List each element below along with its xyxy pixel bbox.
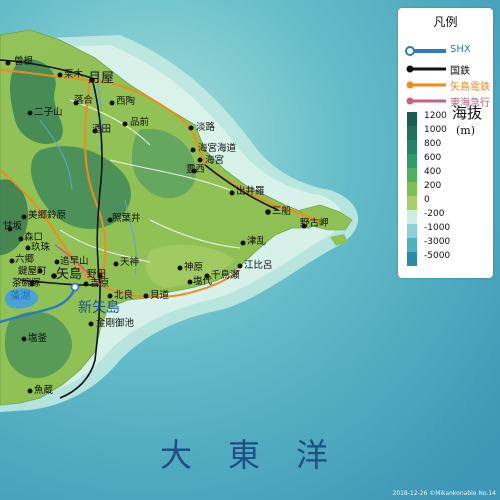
roads (59, 99, 241, 263)
legend-item-tokai: 東海急行 (404, 94, 492, 109)
elevation-unit: (m) (456, 124, 476, 137)
elevation-swatch (407, 196, 417, 210)
place-label: 野田 (87, 269, 107, 280)
place-label: 酒田 (92, 124, 112, 135)
elevation-label: -5000 (424, 251, 451, 261)
tokai-express (54, 244, 101, 286)
place-label: 江比呂 (244, 260, 273, 271)
highland-central (30, 146, 131, 229)
tokai-line-swatch (406, 97, 446, 105)
lake-label: 藻湖 (10, 291, 30, 302)
place-label: 金剛御池 (96, 318, 135, 329)
elevation-label: 400 (424, 167, 442, 177)
place-label: 玖珠 (31, 242, 51, 253)
legend-label: 矢島電鉄 (450, 82, 490, 93)
place-label: 北良 (114, 290, 134, 301)
place-label: 野古岬 (300, 218, 329, 229)
lowland-plain (145, 244, 235, 288)
lake (4, 288, 39, 309)
elevation-label: 600 (424, 153, 442, 163)
elevation-swatch (407, 112, 417, 126)
elevation-label: 200 (424, 181, 442, 191)
highland-west (0, 179, 29, 255)
shx-line (0, 287, 77, 324)
place-label: 茶碗塚 (12, 278, 41, 289)
legend-item-yajima: 矢島電鉄 (404, 78, 492, 93)
elevation-swatch (407, 182, 417, 196)
credit-text: 2018-12-26 ©Mikankonable No.14 (392, 490, 496, 497)
place-label: 落合 (74, 95, 94, 106)
elevation-label: -200 (424, 209, 445, 219)
elevation-label: 0 (424, 195, 430, 205)
elevation-label: 1200 (424, 111, 447, 121)
elevation-swatch (407, 154, 417, 168)
place-label: 淡路 (196, 122, 216, 133)
place-label: 出井羅 (236, 186, 265, 197)
place-label: 吉原 (90, 278, 110, 289)
place-label: 月屋 (88, 71, 115, 86)
elevation-swatch (407, 126, 417, 140)
place-label: 甘坂 (3, 221, 23, 232)
legend-title: 凡例 (433, 15, 458, 29)
place-label: 神原 (184, 262, 204, 273)
yajima-line-swatch (406, 81, 446, 89)
cape-peninsula (299, 204, 353, 231)
place-label: 品前 (130, 117, 150, 128)
place-label: 照葉井 (112, 213, 141, 224)
shx-terminal (70, 282, 80, 292)
place-label: 塩釜 (28, 333, 48, 344)
elevation-swatch (407, 252, 417, 266)
islet (330, 234, 348, 246)
elevation-swatch (407, 224, 417, 238)
legend-item-shx: SHX (404, 44, 492, 58)
highland-east (131, 129, 196, 199)
place-label: 津乱 (247, 236, 267, 247)
elevation-label: -3000 (424, 237, 451, 247)
elevation-swatch (407, 210, 417, 224)
highland-north (10, 59, 63, 144)
place-label: 西陶 (116, 96, 136, 107)
legend-label: 東海急行 (450, 98, 490, 109)
highland-south (5, 311, 72, 379)
place-label: 海宮海道 (198, 143, 237, 154)
shx-line-swatch (405, 46, 446, 56)
elevation-label: 1000 (424, 125, 447, 135)
legend-label: 国鉄 (450, 66, 470, 77)
legend-item-national: 国鉄 (404, 62, 492, 77)
elevation-swatch (407, 238, 417, 252)
elevation-label: -1000 (424, 223, 451, 233)
national-railway (0, 59, 279, 399)
place-label: 森口 (24, 232, 44, 243)
elevation-swatch (407, 140, 417, 154)
place-label: 千鳥瀬 (211, 270, 240, 281)
island-name-label: 新矢島 (78, 300, 120, 316)
main-island (0, 29, 321, 406)
stations (5, 60, 307, 394)
place-label: 貝道 (150, 290, 170, 301)
place-label: 二子山 (34, 107, 63, 118)
place-label: 六郷 (15, 254, 35, 265)
legend-panel: 凡例 SHX 国鉄 矢島電鉄 東海急行 海抜 (m) 1200 1000 800… (398, 8, 493, 278)
place-label: 天神 (120, 257, 140, 268)
place-label: 魚蔵 (34, 385, 54, 396)
elevation-title: 海抜 (452, 104, 483, 122)
legend-label: SHX (450, 44, 471, 55)
place-label: 追早山 (60, 256, 89, 267)
elevation-label: 800 (424, 139, 442, 149)
place-label: 鍵屋町 (18, 266, 47, 277)
place-label: 矢島 (56, 267, 83, 282)
place-label: 塩代 (193, 276, 213, 287)
ocean-label: 大 東 洋 (160, 436, 331, 474)
elevation-swatch (407, 168, 417, 182)
place-label: 三船 (272, 206, 292, 217)
place-label: 海宮 (205, 155, 225, 166)
national-line-swatch (406, 65, 446, 73)
place-label: 曽根 (14, 56, 34, 67)
place-label: 栗木 (64, 69, 84, 80)
place-label: 美郷鈴原 (28, 210, 67, 221)
place-label: 霊西 (186, 164, 206, 175)
